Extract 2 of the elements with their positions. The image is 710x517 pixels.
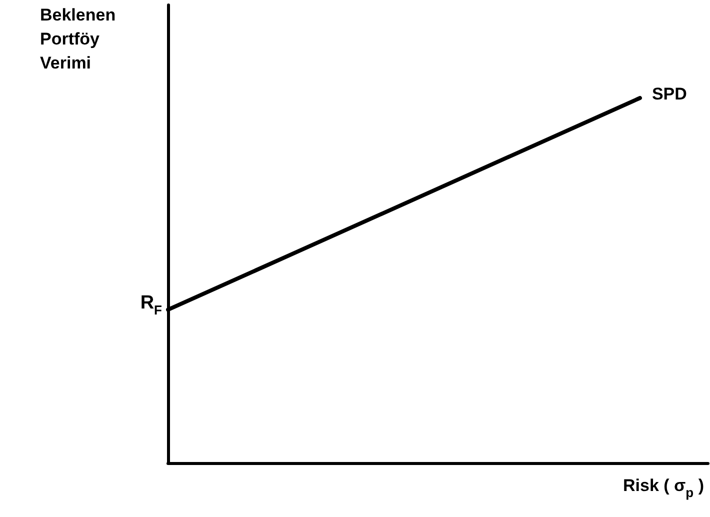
series-label: SPD: [652, 84, 687, 104]
y-axis-title: Beklenen Portföy Verimi: [40, 6, 116, 72]
